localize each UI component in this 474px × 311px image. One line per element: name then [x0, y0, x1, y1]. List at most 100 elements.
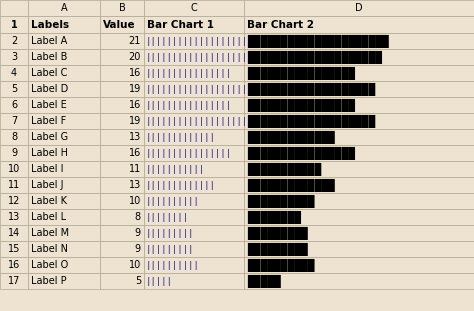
Text: 8: 8	[11, 132, 17, 142]
Text: 1: 1	[10, 20, 18, 30]
Text: 17: 17	[8, 276, 20, 286]
Bar	[28, 241, 100, 257]
Bar	[244, 273, 474, 289]
Text: Label J: Label J	[31, 180, 64, 190]
Bar	[100, 97, 144, 113]
Bar	[100, 0, 144, 16]
Bar	[28, 113, 100, 129]
Text: 7: 7	[11, 116, 17, 126]
Bar	[0, 81, 28, 97]
Bar	[28, 145, 100, 161]
Text: ||||||||: ||||||||	[146, 212, 189, 221]
Text: |||||||||||||: |||||||||||||	[146, 132, 216, 142]
Text: Label I: Label I	[31, 164, 64, 174]
Bar	[244, 97, 474, 113]
Bar	[0, 0, 28, 16]
Text: 19: 19	[129, 84, 141, 94]
Bar	[0, 257, 28, 273]
Text: |||||: |||||	[146, 276, 173, 285]
Bar	[144, 225, 244, 241]
Bar	[144, 49, 244, 65]
Bar	[0, 193, 28, 209]
Bar	[100, 209, 144, 225]
Bar	[144, 129, 244, 145]
Bar	[100, 161, 144, 177]
Bar	[0, 225, 28, 241]
Text: 5: 5	[135, 276, 141, 286]
Bar	[100, 33, 144, 49]
Text: 13: 13	[8, 212, 20, 222]
Text: ████████████████████: ████████████████████	[247, 50, 382, 63]
Bar	[28, 97, 100, 113]
Bar	[28, 177, 100, 193]
Text: 9: 9	[11, 148, 17, 158]
Bar	[244, 257, 474, 273]
Bar	[28, 161, 100, 177]
Bar	[28, 225, 100, 241]
Bar	[244, 241, 474, 257]
Bar	[0, 241, 28, 257]
Text: Bar Chart 1: Bar Chart 1	[147, 20, 214, 30]
Bar	[28, 65, 100, 81]
Bar	[28, 49, 100, 65]
Text: B: B	[118, 3, 126, 13]
Bar	[0, 273, 28, 289]
Text: |||||||||: |||||||||	[146, 244, 194, 253]
Bar	[0, 161, 28, 177]
Text: Label A: Label A	[31, 36, 67, 46]
Bar	[244, 33, 474, 49]
Bar	[144, 81, 244, 97]
Text: |||||||||||: |||||||||||	[146, 165, 205, 174]
Bar	[144, 209, 244, 225]
Bar	[144, 97, 244, 113]
Text: █████████████: █████████████	[247, 179, 335, 192]
Bar	[144, 16, 244, 33]
Bar	[244, 225, 474, 241]
Bar	[244, 177, 474, 193]
Bar	[144, 161, 244, 177]
Bar	[28, 0, 100, 16]
Bar	[244, 129, 474, 145]
Text: 19: 19	[129, 116, 141, 126]
Text: |||||||||: |||||||||	[146, 229, 194, 238]
Text: ████████████████: ████████████████	[247, 67, 355, 80]
Text: 16: 16	[129, 100, 141, 110]
Text: 21: 21	[128, 36, 141, 46]
Bar	[100, 113, 144, 129]
Text: ███████████████████: ███████████████████	[247, 114, 375, 128]
Text: C: C	[191, 3, 197, 13]
Text: 5: 5	[11, 84, 17, 94]
Text: |||||||||||||||||||: |||||||||||||||||||	[146, 85, 248, 94]
Bar	[28, 81, 100, 97]
Bar	[144, 33, 244, 49]
Text: D: D	[355, 3, 363, 13]
Text: 12: 12	[8, 196, 20, 206]
Text: ████████████████: ████████████████	[247, 146, 355, 160]
Text: █████████: █████████	[247, 243, 308, 256]
Text: A: A	[61, 3, 67, 13]
Text: 3: 3	[11, 52, 17, 62]
Text: Label G: Label G	[31, 132, 68, 142]
Text: 16: 16	[8, 260, 20, 270]
Text: Label K: Label K	[31, 196, 67, 206]
Text: Label M: Label M	[31, 228, 69, 238]
Bar	[244, 145, 474, 161]
Text: 4: 4	[11, 68, 17, 78]
Bar	[144, 113, 244, 129]
Text: Label O: Label O	[31, 260, 68, 270]
Text: 14: 14	[8, 228, 20, 238]
Text: ||||||||||: ||||||||||	[146, 197, 200, 206]
Text: █████: █████	[247, 275, 281, 288]
Bar	[28, 273, 100, 289]
Bar	[28, 129, 100, 145]
Text: 20: 20	[128, 52, 141, 62]
Bar	[28, 209, 100, 225]
Text: 16: 16	[129, 148, 141, 158]
Bar	[144, 273, 244, 289]
Text: Label B: Label B	[31, 52, 67, 62]
Text: █████████████: █████████████	[247, 131, 335, 144]
Text: ||||||||||||||||: ||||||||||||||||	[146, 148, 232, 157]
Bar	[28, 193, 100, 209]
Text: 2: 2	[11, 36, 17, 46]
Bar	[0, 177, 28, 193]
